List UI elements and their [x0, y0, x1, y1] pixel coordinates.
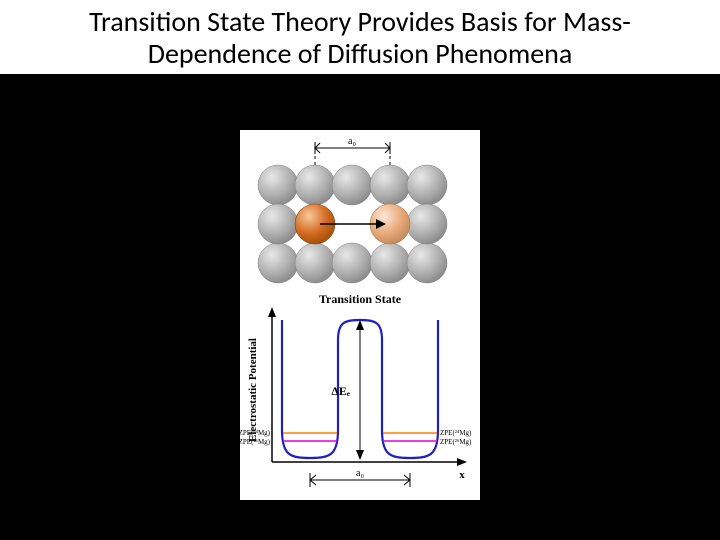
zpe26-left-label: ZPE(²⁶Mg) [240, 438, 271, 446]
lattice-atom [370, 165, 410, 205]
lattice-atom [295, 243, 335, 283]
lattice-atom [295, 165, 335, 205]
lattice-atom [332, 243, 372, 283]
delta-e-label: ΔEₑ [331, 384, 350, 398]
zpe24-left-label: ZPE(²⁴Mg) [240, 429, 271, 437]
zpe24-right-label: ZPE(²⁴Mg) [440, 429, 472, 437]
lattice-atom [370, 243, 410, 283]
lattice-atom [407, 165, 447, 205]
energy-arrow: ΔEₑ [331, 320, 364, 460]
lattice-atom [332, 165, 372, 205]
spacing-indicator-bottom: a₀ [310, 468, 410, 487]
lattice-diagram: a₀ [240, 130, 480, 290]
lattice-atom [407, 243, 447, 283]
y-axis-label: Electrostatic Potential [247, 338, 259, 442]
slide-title: Transition State Theory Provides Basis f… [0, 0, 720, 74]
lattice-atom [258, 204, 298, 244]
a0-label-bottom: a₀ [356, 468, 364, 479]
potential-graph: Transition State Electrostatic Potential… [240, 290, 480, 500]
lattice-atom [258, 243, 298, 283]
spacing-indicator-top: a₀ [315, 136, 390, 154]
transition-state-label: Transition State [319, 292, 402, 306]
lattice-atom [258, 165, 298, 205]
a0-label-top: a₀ [348, 136, 356, 147]
x-axis-label: x [459, 469, 465, 481]
zpe26-right-label: ZPE(²⁶Mg) [440, 438, 472, 446]
lattice-atom [407, 204, 447, 244]
figure: a₀ [240, 130, 480, 500]
